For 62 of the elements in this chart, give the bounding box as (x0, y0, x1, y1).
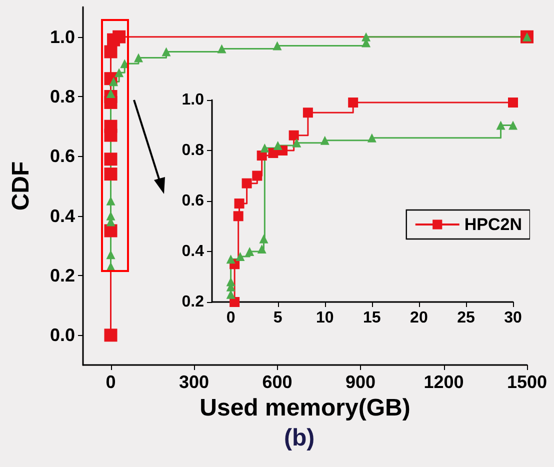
point (302, 108, 313, 118)
point (114, 68, 124, 78)
y-tick-label: 0.8 (50, 86, 75, 106)
y-tick-label: 0.8 (182, 142, 204, 159)
y-tick-label: 0.4 (50, 206, 75, 226)
x-axis-title: Used memory(GB) (200, 394, 410, 422)
x-tick-label: 1200 (424, 372, 464, 392)
point (257, 244, 266, 254)
x-tick-label: 0 (226, 310, 236, 326)
x-tick-label: 30 (504, 310, 522, 326)
text: (b) (284, 424, 315, 452)
point (292, 138, 302, 148)
point (104, 168, 118, 181)
x-tick-label: 20 (410, 310, 428, 326)
y-tick-label: 0.0 (50, 325, 75, 346)
x-tick-label: 1500 (506, 372, 548, 392)
point (226, 277, 236, 286)
point (320, 136, 330, 145)
point (234, 198, 244, 209)
point (259, 234, 268, 244)
point (273, 140, 282, 150)
point (288, 130, 299, 140)
point (162, 47, 171, 56)
y-tick-label: 1.0 (50, 26, 75, 47)
x-tick-label: 300 (178, 372, 210, 392)
point (112, 30, 126, 44)
x-tick-label: 600 (262, 372, 292, 392)
y-tick-label: 0.2 (50, 266, 75, 286)
point (367, 133, 376, 142)
point (134, 53, 143, 62)
x-tick-label: 25 (457, 310, 475, 326)
y-tick-label: 0.4 (182, 243, 204, 260)
point (104, 328, 118, 342)
y-tick-label: 0.6 (182, 192, 204, 210)
y-tick-label: 0.2 (182, 294, 204, 310)
point (226, 254, 236, 264)
y-tick-label: 1.0 (182, 92, 204, 108)
point (104, 224, 118, 238)
x-tick-label: 15 (363, 310, 381, 326)
point (508, 120, 518, 130)
point (236, 252, 245, 262)
point (233, 211, 244, 222)
point (104, 120, 118, 133)
point (242, 178, 252, 188)
y-tick-label: 0.6 (50, 146, 75, 166)
x-tick-label: 0 (106, 372, 116, 392)
legend-label: HPC2N (464, 215, 522, 234)
point (245, 247, 254, 256)
x-tick-label: 900 (345, 372, 376, 392)
point (272, 41, 282, 50)
point (362, 32, 371, 42)
point (348, 98, 358, 108)
x-tick-label: 5 (273, 310, 282, 326)
point (104, 152, 118, 166)
point (508, 98, 518, 108)
x-tick-label: 10 (316, 310, 334, 326)
point (104, 45, 118, 58)
point (217, 44, 226, 54)
y-axis-title: CDF (8, 161, 34, 211)
point (252, 170, 262, 181)
point (260, 143, 270, 152)
point (496, 120, 506, 130)
